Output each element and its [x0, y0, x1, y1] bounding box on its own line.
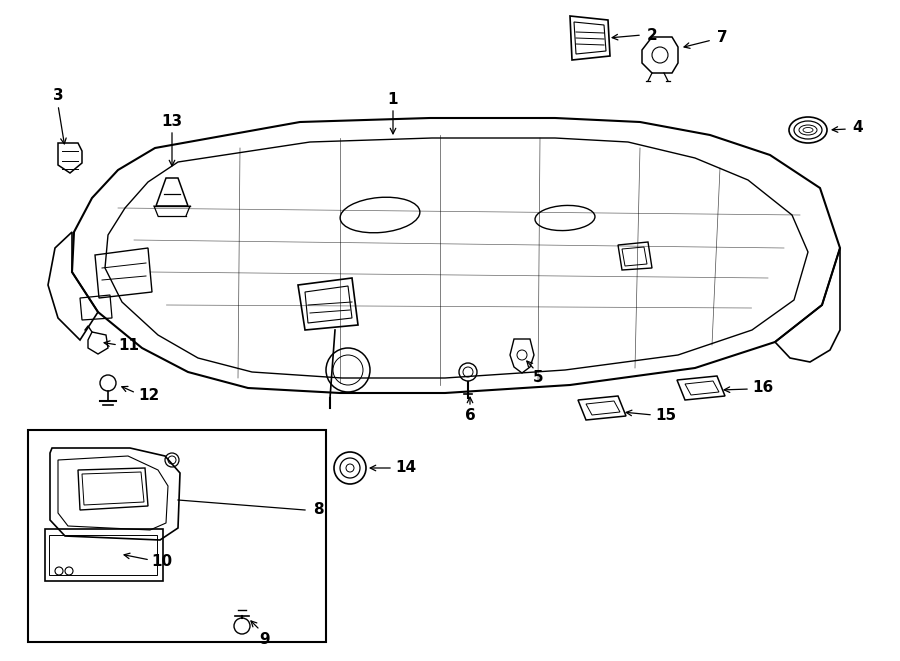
Text: 11: 11	[118, 338, 139, 352]
Text: 14: 14	[395, 461, 416, 475]
Text: 12: 12	[138, 387, 159, 403]
Text: 2: 2	[646, 28, 657, 42]
Text: 8: 8	[312, 502, 323, 518]
Text: 15: 15	[655, 407, 676, 422]
Text: 6: 6	[464, 407, 475, 422]
Text: 13: 13	[161, 114, 183, 130]
Text: 4: 4	[852, 120, 863, 136]
Text: 1: 1	[388, 93, 398, 108]
Text: 5: 5	[533, 371, 544, 385]
Text: 16: 16	[752, 381, 773, 395]
Text: 9: 9	[260, 633, 270, 648]
Text: 7: 7	[716, 30, 727, 46]
Text: 3: 3	[53, 87, 63, 102]
Text: 10: 10	[151, 555, 173, 570]
